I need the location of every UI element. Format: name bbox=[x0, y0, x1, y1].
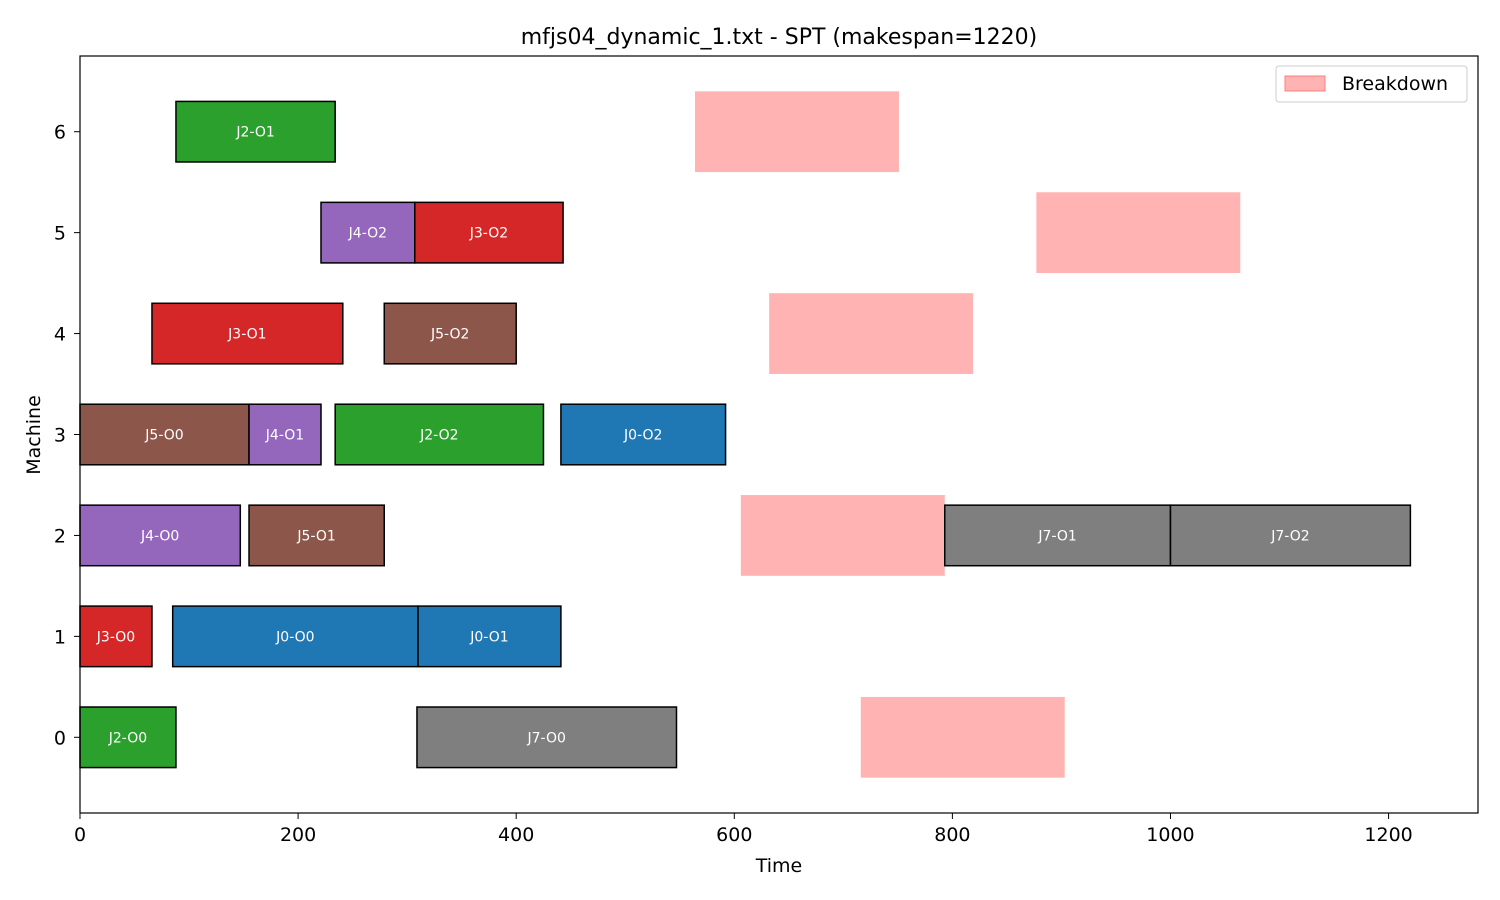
breakdown-bar bbox=[860, 696, 1065, 778]
x-tick-label: 1200 bbox=[1364, 824, 1412, 846]
legend-frame bbox=[1275, 65, 1468, 103]
operation-label: J0-O0 bbox=[275, 629, 314, 645]
breakdown-bar bbox=[740, 495, 945, 576]
operation-bar bbox=[79, 403, 250, 466]
breakdown-bar bbox=[769, 293, 974, 374]
operation-bar bbox=[417, 605, 562, 668]
operations-layer: J2-O0 J7-O0 J3-O0 J0-O0 J0-O1 J4-O0 J5-O1 J7-O1… bbox=[79, 100, 1412, 769]
operation-bar bbox=[79, 706, 177, 769]
x-tick-label: 400 bbox=[498, 824, 534, 846]
operation-bar bbox=[334, 403, 545, 466]
operation-bar bbox=[248, 403, 322, 466]
chart-title: mfjs04_dynamic_1.txt - SPT (makespan=122… bbox=[521, 25, 1037, 50]
operation-bar bbox=[151, 302, 344, 365]
y-tick-label: 0 bbox=[54, 727, 66, 749]
operation-bar bbox=[560, 403, 727, 466]
operation-label: J5-O0 bbox=[144, 428, 183, 444]
operation-label: J2-O2 bbox=[419, 428, 458, 444]
operation-bar bbox=[416, 706, 678, 769]
operation-bar bbox=[414, 201, 564, 264]
legend-label-breakdown: Breakdown bbox=[1342, 73, 1448, 95]
y-tick-label: 6 bbox=[54, 122, 66, 144]
breakdown-layer bbox=[695, 91, 1241, 778]
operation-bar bbox=[79, 605, 153, 668]
x-tick-label: 1000 bbox=[1146, 824, 1194, 846]
y-axis-label: Machine bbox=[23, 395, 45, 475]
operation-bar bbox=[248, 504, 385, 567]
x-tick-label: 200 bbox=[280, 824, 316, 846]
x-axis-ticks: 0 200 400 600 800 1000 1200 bbox=[74, 813, 1413, 846]
x-tick-label: 600 bbox=[716, 824, 752, 846]
operation-label: J4-O2 bbox=[348, 226, 387, 242]
y-tick-label: 4 bbox=[54, 324, 66, 346]
y-tick-label: 2 bbox=[54, 525, 66, 547]
breakdown-bar bbox=[695, 91, 899, 173]
operation-label: J3-O2 bbox=[469, 226, 508, 242]
operation-label: J4-O1 bbox=[265, 428, 304, 444]
operation-label: J0-O2 bbox=[623, 428, 662, 444]
operation-bar bbox=[79, 504, 242, 567]
operation-bar bbox=[175, 100, 336, 163]
breakdown-bar bbox=[1036, 192, 1241, 274]
x-tick-label: 800 bbox=[934, 824, 970, 846]
x-tick-label: 0 bbox=[74, 824, 86, 846]
operation-bar bbox=[171, 605, 419, 668]
operation-label: J7-O0 bbox=[527, 730, 566, 746]
legend: Breakdown bbox=[1275, 65, 1468, 103]
operation-label: J7-O1 bbox=[1037, 528, 1076, 544]
operation-label: J3-O1 bbox=[227, 327, 266, 343]
operation-label: J4-O0 bbox=[140, 528, 179, 544]
y-tick-label: 1 bbox=[54, 626, 66, 648]
y-tick-label: 3 bbox=[54, 425, 66, 447]
y-axis-ticks: 0 1 2 3 4 5 6 bbox=[54, 122, 80, 749]
y-tick-label: 5 bbox=[54, 223, 66, 245]
operation-label: J2-O0 bbox=[108, 730, 147, 746]
x-axis-label: Time bbox=[755, 855, 803, 877]
operation-label: J2-O1 bbox=[235, 125, 274, 141]
operation-bar bbox=[383, 302, 517, 365]
operation-label: J5-O2 bbox=[430, 327, 469, 343]
operation-bar bbox=[1169, 504, 1412, 567]
operation-label: J7-O2 bbox=[1270, 528, 1309, 544]
operation-bar bbox=[944, 504, 1172, 567]
operation-label: J5-O1 bbox=[296, 528, 335, 544]
operation-label: J3-O0 bbox=[96, 629, 135, 645]
operation-label: J0-O1 bbox=[469, 629, 508, 645]
legend-swatch-breakdown bbox=[1284, 75, 1326, 92]
